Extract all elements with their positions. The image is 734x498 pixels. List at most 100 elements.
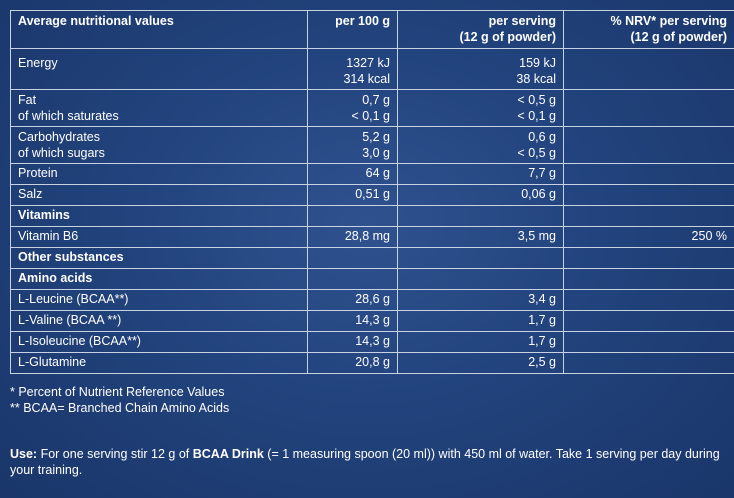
- table-row: Salz 0,51 g 0,06 g: [10, 184, 734, 206]
- value-cell: < 0,5 g < 0,1 g: [397, 89, 564, 127]
- section-row: Vitamins: [10, 205, 734, 227]
- cell-value: (12 g of powder): [459, 30, 556, 44]
- value-cell: [563, 268, 734, 290]
- cell-value: 14,3 g: [355, 313, 390, 327]
- row-label-cell: Energy: [10, 48, 308, 90]
- row-label-cell: L-Isoleucine (BCAA**): [10, 331, 308, 353]
- cell-value: 2,5 g: [528, 355, 556, 369]
- table-row: L-Isoleucine (BCAA**) 14,3 g 1,7 g: [10, 331, 734, 353]
- value-cell: [563, 48, 734, 90]
- value-cell: 28,8 mg: [307, 226, 398, 248]
- row-label-cell: Other substances: [10, 247, 308, 269]
- value-cell: 0,51 g: [307, 184, 398, 206]
- row-label-cell: Vitamin B6: [10, 226, 308, 248]
- table-row: L-Valine (BCAA **) 14,3 g 1,7 g: [10, 310, 734, 332]
- cell-value: 1,7 g: [528, 313, 556, 327]
- cell-value: 250 %: [691, 229, 727, 243]
- cell-label: Fat: [18, 93, 37, 107]
- value-cell: 159 kJ 38 kcal: [397, 48, 564, 90]
- usage-label: Use:: [10, 447, 38, 461]
- cell-value: 64 g: [365, 166, 390, 180]
- value-cell: [563, 352, 734, 374]
- cell-value: (12 g of powder): [630, 30, 727, 44]
- section-row: Amino acids: [10, 268, 734, 290]
- usage-instructions: Use: For one serving stir 12 g of BCAA D…: [10, 446, 722, 478]
- table-row: Energy 1327 kJ 314 kcal 159 kJ 38 kcal: [10, 48, 734, 90]
- cell-label: Amino acids: [18, 271, 93, 285]
- cell-label: Carbohydrates: [18, 130, 100, 144]
- cell-value: 7,7 g: [528, 166, 556, 180]
- section-row: Other substances: [10, 247, 734, 269]
- table-row: Protein 64 g 7,7 g: [10, 163, 734, 185]
- value-cell: [397, 205, 564, 227]
- cell-label: Vitamins: [18, 208, 70, 222]
- value-cell: 0,6 g < 0,5 g: [397, 126, 564, 164]
- cell-value: 0,7 g: [362, 93, 390, 107]
- value-cell: [397, 268, 564, 290]
- value-cell: 28,6 g: [307, 289, 398, 311]
- table-header-row: Average nutritional values per 100 g per s…: [10, 10, 734, 49]
- cell-label: Other substances: [18, 250, 124, 264]
- usage-text-before: For one serving stir 12 g of: [37, 447, 193, 461]
- value-cell: [563, 310, 734, 332]
- value-cell: [397, 247, 564, 269]
- cell-label: L-Valine (BCAA **): [18, 313, 122, 327]
- value-cell: [307, 268, 398, 290]
- value-cell: 1327 kJ 314 kcal: [307, 48, 398, 90]
- cell-value: 3,0 g: [362, 146, 390, 160]
- cell-value: % NRV* per serving: [610, 14, 727, 28]
- value-cell: 3,5 mg: [397, 226, 564, 248]
- cell-value: 0,06 g: [521, 187, 556, 201]
- usage-product-name: BCAA Drink: [192, 447, 264, 461]
- footnotes: * Percent of Nutrient Reference Values *…: [10, 384, 229, 416]
- cell-label: Vitamin B6: [18, 229, 79, 243]
- cell-value: 0,51 g: [355, 187, 390, 201]
- cell-label: Salz: [18, 187, 43, 201]
- value-cell: 64 g: [307, 163, 398, 185]
- value-cell: 3,4 g: [397, 289, 564, 311]
- row-label-cell: Amino acids: [10, 268, 308, 290]
- cell-label: of which saturates: [18, 109, 119, 123]
- cell-label: Protein: [18, 166, 58, 180]
- row-label-cell: L-Valine (BCAA **): [10, 310, 308, 332]
- cell-value: 159 kJ: [519, 56, 556, 70]
- cell-value: < 0,1 g: [517, 109, 556, 123]
- cell-label: L-Isoleucine (BCAA**): [18, 334, 141, 348]
- value-cell: [563, 163, 734, 185]
- cell-value: 0,6 g: [528, 130, 556, 144]
- row-label-cell: Average nutritional values: [10, 10, 308, 49]
- cell-value: 3,4 g: [528, 292, 556, 306]
- cell-value: 38 kcal: [516, 72, 556, 86]
- value-cell: [563, 205, 734, 227]
- cell-value: 20,8 g: [355, 355, 390, 369]
- value-cell: [563, 289, 734, 311]
- table-row: Vitamin B6 28,8 mg 3,5 mg 250 %: [10, 226, 734, 248]
- row-label-cell: L-Glutamine: [10, 352, 308, 374]
- value-cell: 250 %: [563, 226, 734, 248]
- cell-value: < 0,5 g: [517, 146, 556, 160]
- value-cell: [563, 247, 734, 269]
- value-cell: 0,06 g: [397, 184, 564, 206]
- row-label-cell: Vitamins: [10, 205, 308, 227]
- table-row: Carbohydrates of which sugars 5,2 g 3,0 g 0,…: [10, 126, 734, 164]
- value-cell: [563, 89, 734, 127]
- nutrition-table-body: Average nutritional values per 100 g per s…: [10, 10, 734, 374]
- cell-value: 314 kcal: [343, 72, 390, 86]
- value-cell: 14,3 g: [307, 310, 398, 332]
- value-cell: 2,5 g: [397, 352, 564, 374]
- cell-value: 28,6 g: [355, 292, 390, 306]
- value-cell: [563, 126, 734, 164]
- row-label-cell: Fat of which saturates: [10, 89, 308, 127]
- row-label-cell: Carbohydrates of which sugars: [10, 126, 308, 164]
- cell-value: 5,2 g: [362, 130, 390, 144]
- cell-value: 3,5 mg: [517, 229, 556, 243]
- value-cell: 14,3 g: [307, 331, 398, 353]
- cell-label: Energy: [18, 56, 58, 70]
- value-cell: 5,2 g 3,0 g: [307, 126, 398, 164]
- table-row: L-Glutamine 20,8 g 2,5 g: [10, 352, 734, 374]
- value-cell: [307, 247, 398, 269]
- footnote-bcaa: ** BCAA= Branched Chain Amino Acids: [10, 401, 230, 415]
- cell-label: L-Leucine (BCAA**): [18, 292, 129, 306]
- cell-value: < 0,1 g: [351, 109, 390, 123]
- value-cell: [307, 205, 398, 227]
